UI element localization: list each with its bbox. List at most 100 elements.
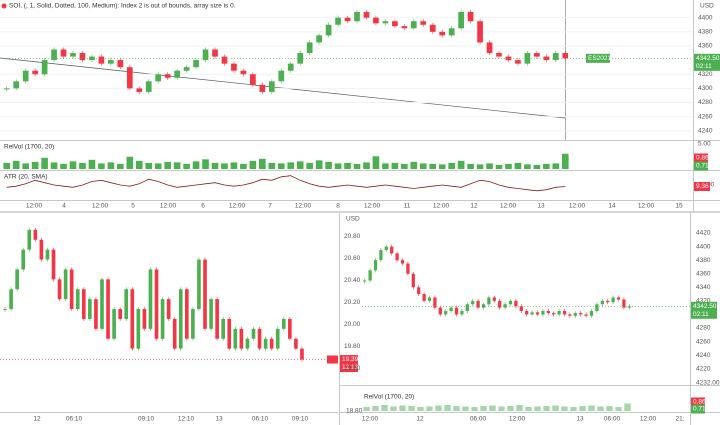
candle <box>32 70 38 75</box>
relvol-value-bg <box>694 161 708 171</box>
time-axis-label: 12:00 <box>26 203 43 210</box>
candle <box>595 304 599 312</box>
volume-bar <box>315 160 323 169</box>
time-axis-label: 5 <box>131 203 135 210</box>
layout-divider <box>0 211 720 213</box>
atr-value: 9.36 <box>696 183 709 190</box>
candle <box>69 269 74 310</box>
candle <box>191 309 195 339</box>
volume-bar <box>391 162 399 169</box>
y-tick-label: 4360 <box>698 43 713 50</box>
time-axis-label: 21: <box>675 416 684 423</box>
symbol-badge-bg <box>586 53 610 63</box>
candle <box>155 74 162 82</box>
time-axis-label: 12:00 <box>160 203 177 210</box>
candle <box>524 53 531 64</box>
candle <box>552 53 559 61</box>
candle <box>193 60 199 68</box>
volume-bar <box>552 405 559 411</box>
candle <box>458 12 464 29</box>
candle <box>13 81 20 89</box>
volume-bar <box>164 161 171 169</box>
candle <box>344 17 351 22</box>
candle <box>174 70 180 78</box>
candle <box>183 67 190 71</box>
y-tick-label: 4380 <box>696 257 711 264</box>
volume-bar <box>230 162 238 169</box>
candle <box>622 299 626 308</box>
left-tick-label: 19.80 <box>344 343 361 350</box>
candle <box>202 49 209 61</box>
candle <box>27 229 32 250</box>
volume-bar <box>495 164 503 169</box>
time-axis-label: 12 <box>416 416 424 423</box>
time-axis-label: 6 <box>201 203 205 210</box>
volume-bar <box>12 160 20 169</box>
volume-bar <box>325 161 332 169</box>
candle <box>136 88 143 92</box>
time-axis-label: 06:00 <box>604 416 621 423</box>
candle <box>411 273 415 288</box>
candle <box>439 31 446 36</box>
candle <box>534 53 540 57</box>
volume-bar <box>448 162 455 169</box>
candle <box>515 60 521 64</box>
candle <box>106 279 110 339</box>
volume-bar <box>426 406 433 411</box>
volume-bar <box>211 162 219 169</box>
atr-legend: ATR (20, SMA) <box>4 174 48 181</box>
candle <box>231 63 237 71</box>
candle <box>373 260 378 271</box>
last-price-label: 19.39 <box>342 356 359 363</box>
candle <box>316 35 322 43</box>
candle <box>382 21 389 24</box>
volume-bar <box>183 163 190 169</box>
relvol-value: 0.71 <box>693 406 706 413</box>
candle <box>240 70 247 75</box>
candle <box>600 300 604 305</box>
indicator-legend: SOI, (, 1, Solid, Dotted, 100, Medium): … <box>9 3 236 10</box>
candle <box>444 311 448 315</box>
candle <box>487 297 491 305</box>
atr-value-bg <box>694 181 710 191</box>
candle <box>269 338 274 349</box>
candle <box>89 56 95 61</box>
volume-bar <box>543 163 550 169</box>
candle <box>221 318 226 339</box>
time-axis-label: 12:00 <box>638 203 655 210</box>
volume-bar <box>401 163 408 169</box>
candle <box>33 229 38 240</box>
candle <box>325 24 332 36</box>
candle <box>124 289 129 319</box>
volume-bar <box>606 406 613 411</box>
time-axis-label: 4 <box>62 203 66 210</box>
candle <box>422 294 426 301</box>
candle <box>185 289 189 339</box>
candle <box>148 269 153 329</box>
volume-bar <box>3 162 11 169</box>
time-axis-label: 06:10 <box>252 416 269 423</box>
time-axis-label: 15 <box>675 203 683 210</box>
y-tick-label: 4420 <box>696 230 711 237</box>
last-price-label: 4342.50 <box>696 55 720 62</box>
countdown-label: 02:11 <box>693 311 709 318</box>
volume-bar <box>126 156 134 169</box>
candle <box>136 309 141 349</box>
y-tick-label: 4320 <box>698 71 713 78</box>
candle <box>70 53 76 57</box>
candle <box>250 74 256 85</box>
volume-bar <box>88 159 96 169</box>
candle <box>45 249 50 260</box>
volume-bar <box>268 162 276 169</box>
candle <box>519 306 523 312</box>
y-tick-label: 4340 <box>696 284 711 291</box>
candle <box>546 311 550 314</box>
volume-bar <box>462 406 469 411</box>
candle <box>203 259 207 329</box>
candle <box>117 60 124 68</box>
candle <box>410 21 417 29</box>
time-axis-label: 06:00 <box>470 416 487 423</box>
candle <box>108 60 114 64</box>
volume-bar <box>457 160 465 169</box>
volume-bar <box>277 163 285 169</box>
